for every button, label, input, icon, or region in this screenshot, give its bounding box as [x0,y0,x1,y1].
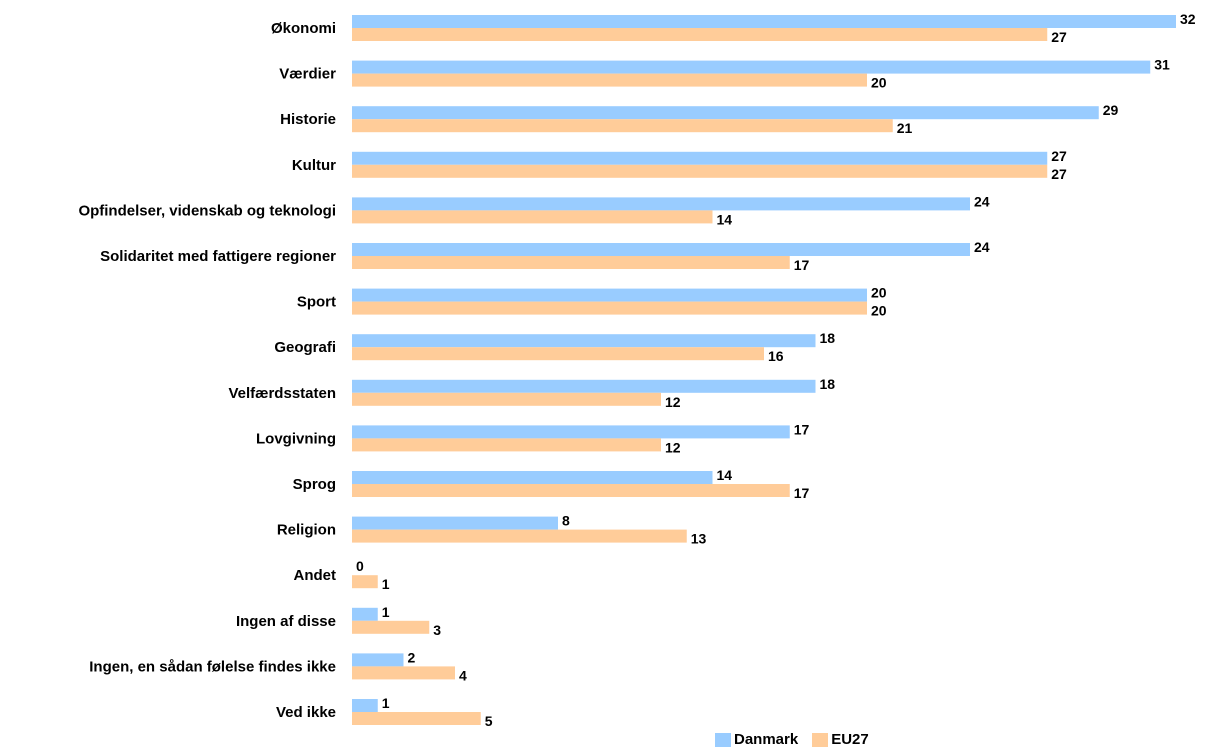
value-label-danmark-okonomi: 32 [1180,11,1196,27]
category-label-sport: Sport [297,294,336,311]
bar-eu27-okonomi [352,28,1048,41]
bar-danmark-ved-ikke [352,699,378,712]
bar-eu27-ingen-af-disse [352,620,430,634]
category-label-opfindelser-videnskab-og-teknologi: Opfindelser, videnskab og teknologi [78,202,336,219]
value-label-danmark-opfindelser-videnskab-og-teknologi: 24 [974,193,990,209]
bar-eu27-vaerdier [352,73,867,87]
value-label-eu27-ingen-en-sadan-folelse-findes-ikke: 4 [459,667,467,683]
value-label-danmark-sprog: 14 [717,467,733,483]
value-label-eu27-okonomi: 27 [1051,29,1067,45]
bar-eu27-andet [352,575,378,589]
category-label-ingen-af-disse: Ingen af disse [236,613,336,630]
bar-eu27-ingen-en-sadan-folelse-findes-ikke [352,666,455,680]
value-label-danmark-ingen-en-sadan-folelse-findes-ikke: 2 [408,649,416,665]
value-label-eu27-vaerdier: 20 [871,75,887,91]
category-label-ingen-en-sadan-folelse-findes-ikke: Ingen, en sådan følelse findes ikke [89,658,336,675]
category-label-andet: Andet [294,567,337,584]
category-label-sprog: Sprog [293,476,336,493]
value-label-eu27-religion: 13 [691,531,707,547]
legend-swatch-eu27 [812,732,829,747]
legend-item-danmark: Danmark [715,731,798,748]
bar-danmark-religion [352,516,558,530]
bar-danmark-lovgivning [352,425,790,439]
bar-danmark-kultur [352,151,1048,165]
value-label-eu27-lovgivning: 12 [665,439,681,455]
legend-label-eu27: EU27 [831,731,869,748]
category-labels: Økonomi Værdier Historie Kultur Opfindelser,… [78,20,336,721]
legend: Danmark EU27 [715,731,869,748]
value-label-eu27-sport: 20 [871,303,887,319]
bar-danmark-sprog [352,471,713,484]
bar-danmark-geografi [352,334,816,348]
value-label-danmark-vaerdier: 31 [1154,57,1170,73]
category-label-religion: Religion [277,522,336,539]
bar-eu27-sport [352,301,867,315]
category-label-kultur: Kultur [292,157,336,174]
bar-eu27-kultur [352,164,1048,178]
value-label-eu27-ved-ikke: 5 [485,713,493,729]
bar-eu27-opfindelser-videnskab-og-teknologi [352,210,713,224]
value-label-danmark-geografi: 18 [820,330,836,346]
category-label-solidaritet-med-fattigere-regioner: Solidaritet med fattigere regioner [100,248,336,265]
value-label-danmark-sport: 20 [871,285,887,301]
value-label-eu27-kultur: 27 [1051,166,1067,182]
category-label-okonomi: Økonomi [271,20,336,37]
value-label-danmark-kultur: 27 [1051,148,1067,164]
value-label-danmark-velfaerdsstaten: 18 [820,376,836,392]
value-label-danmark-lovgivning: 17 [794,421,810,437]
legend-item-eu27: EU27 [812,731,869,748]
value-label-eu27-andet: 1 [382,576,390,592]
bar-eu27-sprog [352,484,790,497]
category-label-geografi: Geografi [274,339,336,356]
value-label-eu27-ingen-af-disse: 3 [433,622,441,638]
value-label-danmark-andet: 0 [356,558,364,574]
category-label-vaerdier: Værdier [279,66,336,83]
bar-eu27-ved-ikke [352,712,481,725]
bar-eu27-historie [352,119,893,133]
value-label-danmark-historie: 29 [1103,102,1119,118]
bar-danmark-opfindelser-videnskab-og-teknologi [352,197,970,211]
category-label-velfaerdsstaten: Velfærdsstaten [228,385,336,402]
bar-danmark-vaerdier [352,60,1151,74]
value-label-eu27-opfindelser-videnskab-og-teknologi: 14 [717,211,733,227]
value-label-eu27-solidaritet-med-fattigere-regioner: 17 [794,257,810,273]
value-label-eu27-velfaerdsstaten: 12 [665,394,681,410]
value-label-eu27-geografi: 16 [768,348,784,364]
value-label-danmark-ved-ikke: 1 [382,695,390,711]
bar-eu27-lovgivning [352,438,661,452]
value-label-eu27-sprog: 17 [794,485,810,501]
bar-eu27-solidaritet-med-fattigere-regioner [352,256,790,269]
value-labels: 3227312029212727241424172020181618121712… [356,11,1196,729]
bar-danmark-velfaerdsstaten [352,379,816,393]
bar-danmark-solidaritet-med-fattigere-regioner [352,243,970,256]
value-label-danmark-religion: 8 [562,513,570,529]
bar-danmark-ingen-en-sadan-folelse-findes-ikke [352,653,404,667]
bar-danmark-sport [352,288,867,302]
bar-danmark-historie [352,106,1099,120]
legend-label-danmark: Danmark [734,731,799,748]
legend-swatch-danmark [715,732,731,747]
bar-danmark-okonomi [352,15,1176,28]
bars [352,15,1176,725]
category-label-historie: Historie [280,111,336,128]
category-label-ved-ikke: Ved ikke [276,704,336,721]
value-label-danmark-solidaritet-med-fattigere-regioner: 24 [974,239,990,255]
category-label-lovgivning: Lovgivning [256,430,336,447]
bar-eu27-geografi [352,347,764,361]
bar-danmark-ingen-af-disse [352,607,378,621]
value-label-eu27-historie: 21 [897,120,913,136]
bar-eu27-velfaerdsstaten [352,392,661,406]
value-label-danmark-ingen-af-disse: 1 [382,604,390,620]
bar-eu27-religion [352,529,687,543]
